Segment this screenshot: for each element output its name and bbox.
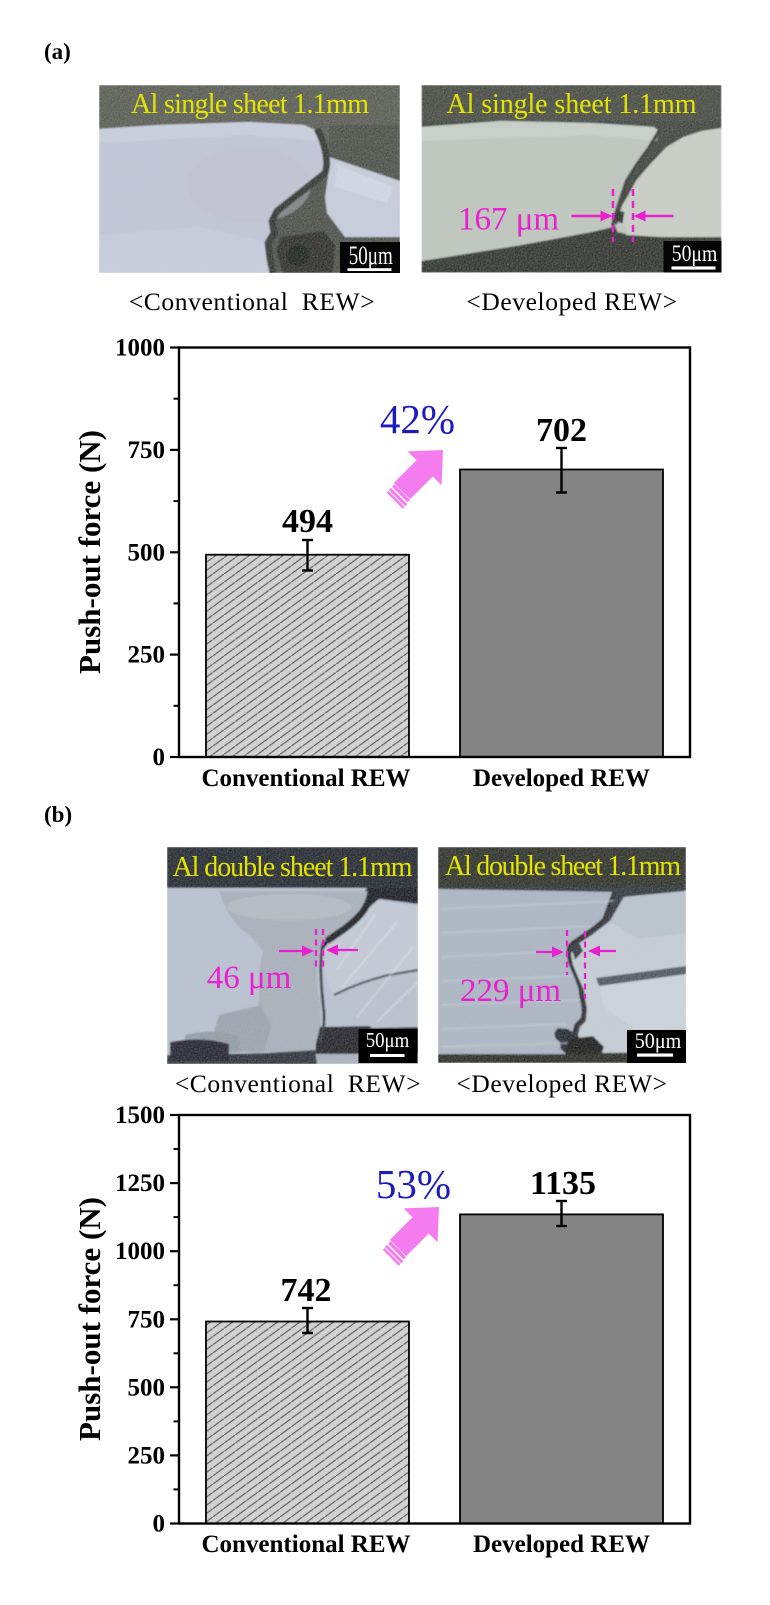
svg-text:167 μm: 167 μm	[458, 202, 559, 238]
svg-text:494: 494	[282, 503, 333, 540]
svg-text:50μm: 50μm	[366, 1028, 410, 1052]
svg-text:1000: 1000	[115, 1238, 165, 1265]
svg-text:750: 750	[128, 1306, 166, 1333]
svg-text:50μm: 50μm	[635, 1028, 682, 1053]
svg-text:1135: 1135	[530, 1165, 596, 1202]
svg-text:42%: 42%	[380, 396, 455, 442]
svg-text:229 μm: 229 μm	[460, 973, 561, 1009]
svg-text:1500: 1500	[115, 1102, 165, 1129]
svg-text:Push-out force (N): Push-out force (N)	[72, 1197, 107, 1441]
svg-text:Developed REW: Developed REW	[473, 1531, 650, 1558]
svg-text:Al single sheet 1.1mm: Al single sheet 1.1mm	[131, 89, 369, 120]
svg-text:0: 0	[153, 744, 166, 771]
svg-text:Conventional REW: Conventional REW	[201, 1531, 410, 1558]
svg-text:1250: 1250	[115, 1170, 165, 1197]
svg-text:702: 702	[536, 412, 587, 449]
svg-text:(a): (a)	[44, 39, 71, 64]
svg-text:500: 500	[128, 1374, 166, 1401]
svg-text:46 μm: 46 μm	[207, 960, 292, 996]
svg-text:Al double sheet 1.1mm: Al double sheet 1.1mm	[445, 851, 681, 882]
svg-text:<Developed REW>: <Developed REW>	[466, 287, 677, 316]
svg-text:750: 750	[128, 437, 166, 464]
svg-text:Developed REW: Developed REW	[473, 765, 650, 792]
svg-text:53%: 53%	[376, 1161, 451, 1207]
svg-text:Push-out force (N): Push-out force (N)	[72, 430, 107, 674]
svg-text:<Conventional REW>: <Conventional REW>	[175, 1069, 421, 1098]
svg-text:250: 250	[128, 642, 166, 669]
svg-text:500: 500	[128, 539, 166, 566]
svg-text:(b): (b)	[44, 802, 72, 827]
svg-text:50μm: 50μm	[349, 241, 393, 270]
svg-text:Conventional REW: Conventional REW	[201, 765, 410, 792]
svg-text:742: 742	[281, 1272, 332, 1309]
svg-text:250: 250	[128, 1442, 166, 1469]
svg-text:<Developed REW>: <Developed REW>	[456, 1069, 667, 1098]
svg-text:Al double sheet 1.1mm: Al double sheet 1.1mm	[173, 852, 413, 883]
svg-text:<Conventional REW>: <Conventional REW>	[129, 287, 375, 316]
svg-text:Al single sheet 1.1mm: Al single sheet 1.1mm	[447, 89, 697, 120]
svg-text:50μm: 50μm	[672, 241, 718, 266]
svg-text:1000: 1000	[115, 335, 165, 362]
svg-text:0: 0	[153, 1511, 166, 1538]
